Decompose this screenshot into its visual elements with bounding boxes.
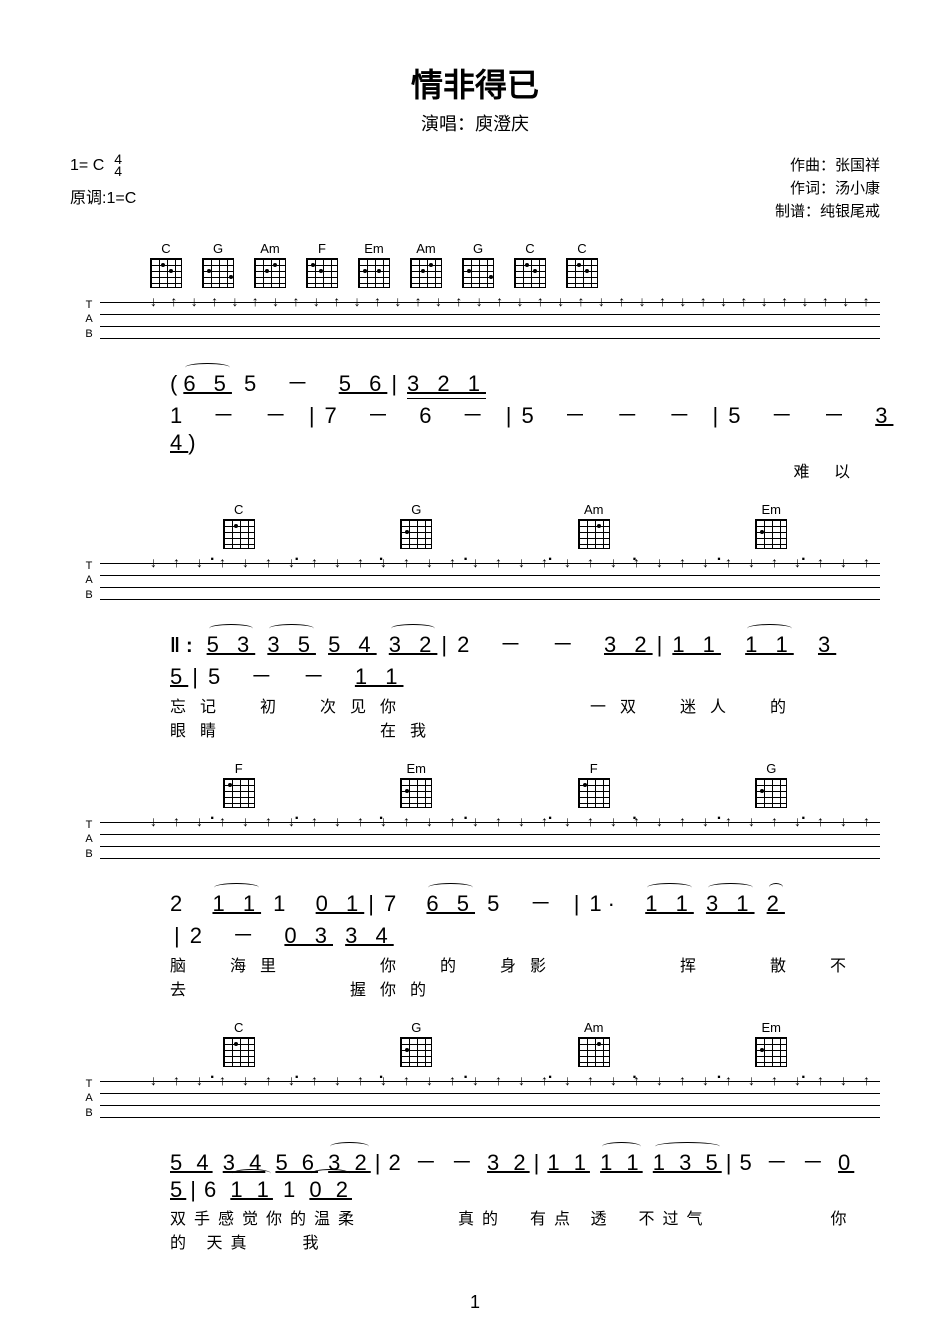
tab-staff-verse3: ........ TAB ↓↑↓↑ ↓↑↓↑ ↓↑↓↑ ↓↑↓↑ ↓↑↓↑ ↓↑… (80, 1071, 880, 1131)
chord-name: G (411, 1020, 421, 1035)
strum-arrows: ↓↑↓↑ ↓↑↓↑ ↓↑↓↑ ↓↑↓↑ ↓↑↓↑ ↓↑↓↑ ↓↑↓↑ ↓↑↓↑ (150, 814, 870, 828)
strum-arrows: ↓↑↓↑ ↓↑↓↑ ↓↑↓↑ ↓↑↓↑ ↓↑↓↑ ↓↑↓↑ ↓↑↓↑ ↓↑↓↑ … (150, 294, 870, 308)
subtitle: 演唱：庾澄庆 (70, 110, 880, 136)
chord-name: C (525, 241, 534, 256)
original-key: 原调:1=C (70, 184, 136, 208)
singer-name: 庾澄庆 (475, 114, 529, 134)
lyrics-line-4: 双手感觉你的温柔 真的 有点 透 不过气 你 的 天真 我 (170, 1205, 880, 1253)
section-verse1: C G Am Em ........ TAB ↓↑↓↑ ↓↑↓↑ ↓↑↓↑ ↓↑… (70, 502, 880, 741)
chord-diagram: F (306, 241, 338, 288)
transcriber-row: 制谱：纯银尾戒 (775, 200, 880, 221)
tab-label: TAB (80, 559, 98, 602)
chord-name: Em (762, 1020, 782, 1035)
chord-name: Em (407, 761, 427, 776)
chord-diagram: Am (578, 502, 610, 549)
chord-diagram: F (223, 761, 255, 808)
time-signature: 4 4 (114, 154, 122, 178)
tab-staff-intro: TAB ↓↑↓↑ ↓↑↓↑ ↓↑↓↑ ↓↑↓↑ ↓↑↓↑ ↓↑↓↑ ↓↑↓↑ ↓… (80, 292, 880, 352)
composer-row: 作曲：张国祥 (775, 154, 880, 175)
chord-diagram: Em (755, 502, 787, 549)
chord-diagram: G (755, 761, 787, 808)
chord-name: C (161, 241, 170, 256)
chord-diagram: C (223, 1020, 255, 1067)
chord-name: Am (584, 502, 604, 517)
chord-name: G (411, 502, 421, 517)
chord-name: F (318, 241, 326, 256)
chord-name: C (234, 502, 243, 517)
section-verse3: C G Am Em ........ TAB ↓↑↓↑ ↓↑↓↑ ↓↑↓↑ ↓↑… (70, 1020, 880, 1253)
chord-name: G (766, 761, 776, 776)
tab-staff-verse1: ........ TAB ↓↑↓↑ ↓↑↓↑ ↓↑↓↑ ↓↑↓↑ ↓↑↓↑ ↓↑… (80, 553, 880, 613)
notation-line-4: 5 4 3 4 5 6 3 2|2 － － 3 2|1 1 1 1 1 3 5|… (170, 1145, 880, 1203)
meta-left: 1= C 4 4 原调:1=C (70, 154, 136, 221)
strum-arrows: ↓↑↓↑ ↓↑↓↑ ↓↑↓↑ ↓↑↓↑ ↓↑↓↑ ↓↑↓↑ ↓↑↓↑ ↓↑↓↑ (150, 1073, 870, 1087)
chord-diagram: F (578, 761, 610, 808)
chord-diagram: Em (400, 761, 432, 808)
key-signature: 1= C 4 4 (70, 154, 136, 178)
notation-line-3: 2 1 1 1 0 1|7 6 5 5 － |1· 1 1 3 1 2|2 － … (170, 886, 880, 950)
meta-row: 1= C 4 4 原调:1=C 作曲：张国祥 作词：汤小康 制谱：纯银尾戒 (70, 154, 880, 221)
lyrics-line-1: 难 以 (170, 458, 860, 482)
chord-diagram: C (514, 241, 546, 288)
notation-line-2: ‖:5 3 3 5 5 4 3 2|2 － － 3 2|1 1 1 1 3 5|… (170, 627, 880, 691)
chord-row-intro: C G Am F Em Am G C C (150, 241, 880, 288)
chord-diagram: Em (358, 241, 390, 288)
lyrics-line-3: 脑 海里 你 的 身影 挥 散 不 去 握你的 (170, 952, 880, 1000)
chord-name: Em (762, 502, 782, 517)
composer-name: 张国祥 (835, 157, 880, 174)
notation-line-1: (6 5 5 － 5 6|3 2 1 1 － － |7 － 6 － |5 － －… (170, 366, 880, 456)
chord-diagram: Em (755, 1020, 787, 1067)
tab-label: TAB (80, 298, 98, 341)
page-number: 1 (470, 1292, 480, 1313)
section-intro: C G Am F Em Am G C C TAB ↓↑↓↑ ↓↑↓↑ ↓↑↓↑ … (70, 241, 880, 482)
chord-name: Am (584, 1020, 604, 1035)
lyrics-line-2: 忘记 初 次见你 一双 迷人 的 眼睛 在我 (170, 693, 880, 741)
section-verse2: F Em F G ........ TAB ↓↑↓↑ ↓↑↓↑ ↓↑↓↑ ↓↑↓… (70, 761, 880, 1000)
subtitle-prefix: 演唱： (421, 114, 475, 134)
tab-label: TAB (80, 1077, 98, 1120)
chord-name: G (473, 241, 483, 256)
chord-diagram: Am (578, 1020, 610, 1067)
transcriber-name: 纯银尾戒 (820, 203, 880, 220)
chord-diagram: C (566, 241, 598, 288)
chord-name: Am (416, 241, 436, 256)
chord-name: C (577, 241, 586, 256)
chord-row-verse3: C G Am Em (150, 1020, 860, 1067)
chord-diagram: Am (410, 241, 442, 288)
lyricist-label: 作词： (790, 180, 835, 197)
chord-name: C (234, 1020, 243, 1035)
chord-diagram: G (400, 1020, 432, 1067)
chord-name: Am (260, 241, 280, 256)
chord-row-verse2: F Em F G (150, 761, 860, 808)
strum-arrows: ↓↑↓↑ ↓↑↓↑ ↓↑↓↑ ↓↑↓↑ ↓↑↓↑ ↓↑↓↑ ↓↑↓↑ ↓↑↓↑ (150, 555, 870, 569)
tab-label: TAB (80, 818, 98, 861)
meta-right: 作曲：张国祥 作词：汤小康 制谱：纯银尾戒 (775, 154, 880, 221)
time-bottom: 4 (114, 166, 122, 178)
chord-diagram: G (400, 502, 432, 549)
lyricist-row: 作词：汤小康 (775, 177, 880, 198)
song-title: 情非得已 (70, 60, 880, 106)
chord-name: Em (364, 241, 384, 256)
chord-name: G (213, 241, 223, 256)
key-label: 1= C (70, 157, 104, 175)
lyricist-name: 汤小康 (835, 180, 880, 197)
composer-label: 作曲： (790, 157, 835, 174)
tab-staff-verse2: ........ TAB ↓↑↓↑ ↓↑↓↑ ↓↑↓↑ ↓↑↓↑ ↓↑↓↑ ↓↑… (80, 812, 880, 872)
chord-diagram: G (462, 241, 494, 288)
chord-row-verse1: C G Am Em (150, 502, 860, 549)
chord-name: F (590, 761, 598, 776)
chord-diagram: G (202, 241, 234, 288)
chord-name: F (235, 761, 243, 776)
chord-diagram: C (150, 241, 182, 288)
transcriber-label: 制谱： (775, 203, 820, 220)
chord-diagram: Am (254, 241, 286, 288)
chord-diagram: C (223, 502, 255, 549)
